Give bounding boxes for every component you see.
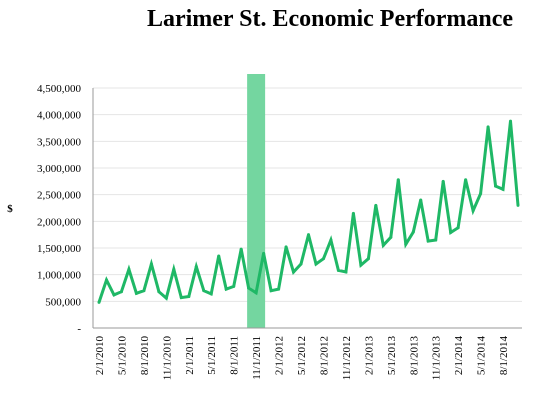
data-point — [321, 257, 325, 261]
x-tick-label: 2/1/2011 — [184, 336, 196, 375]
data-point — [389, 235, 393, 239]
y-tick-label: 4,500,000 — [37, 83, 82, 95]
data-point — [359, 263, 363, 267]
data-point — [269, 289, 273, 293]
data-point — [284, 245, 288, 249]
x-tick-label: 5/1/2010 — [116, 336, 128, 376]
data-point — [501, 187, 505, 191]
data-point — [224, 287, 228, 291]
y-tick-label: 3,000,000 — [37, 163, 82, 175]
y-tick-label: 1,500,000 — [37, 243, 82, 255]
x-tick-label: 8/1/2012 — [318, 336, 330, 375]
series-line — [97, 120, 520, 303]
data-point — [239, 247, 243, 251]
data-point — [449, 231, 453, 235]
data-point — [464, 178, 468, 182]
chart-title: Larimer St. Economic Performance — [147, 6, 513, 32]
x-tick-label: 11/1/2011 — [251, 336, 263, 380]
data-point — [97, 300, 101, 304]
x-tick-label: 11/1/2012 — [341, 336, 353, 380]
x-tick-label: 5/1/2011 — [206, 336, 218, 375]
data-point — [194, 265, 198, 269]
data-point — [112, 293, 116, 297]
data-point — [419, 198, 423, 202]
x-tick-label: 5/1/2014 — [476, 336, 488, 376]
x-tick-labels: 2/1/2010 5/1/2010 8/1/2010 11/1/2010 2/1/201… — [94, 336, 510, 381]
y-tick-label: 500,000 — [45, 296, 81, 308]
x-tick-label: 5/1/2012 — [296, 336, 308, 375]
data-point — [411, 230, 415, 234]
data-point — [134, 291, 138, 295]
x-tick-label: 2/1/2012 — [274, 336, 286, 375]
x-tick-label: 2/1/2013 — [363, 336, 375, 376]
y-tick-label: 3,500,000 — [37, 136, 82, 148]
data-point — [104, 278, 108, 282]
x-tick-label: 11/1/2013 — [431, 336, 443, 381]
data-point — [366, 257, 370, 261]
data-point — [119, 290, 123, 294]
data-point — [396, 178, 400, 182]
data-point — [434, 238, 438, 242]
x-tick-label: 8/1/2014 — [498, 336, 510, 376]
y-tick-label: - — [77, 323, 81, 335]
y-tick-label: 1,000,000 — [37, 270, 82, 282]
x-tick-label: 8/1/2013 — [408, 336, 420, 376]
data-point — [486, 125, 490, 129]
data-point — [494, 184, 498, 188]
data-point — [142, 289, 146, 293]
x-tick-label: 2/1/2014 — [453, 336, 465, 376]
data-point — [254, 291, 258, 295]
data-point — [179, 296, 183, 300]
x-tick-label: 8/1/2010 — [139, 336, 151, 376]
data-point — [307, 233, 310, 237]
x-tick-label: 11/1/2010 — [161, 336, 173, 381]
data-point — [247, 286, 251, 290]
y-tick-label: 2,500,000 — [37, 190, 82, 202]
data-point — [329, 238, 333, 242]
data-point — [149, 262, 153, 266]
x-tick-label: 5/1/2013 — [386, 336, 398, 376]
data-point — [217, 254, 221, 258]
data-point — [404, 242, 408, 246]
data-point — [456, 226, 460, 230]
y-tick-label: 4,000,000 — [37, 110, 82, 122]
data-point — [187, 295, 191, 299]
y-axis-label: $ — [7, 203, 13, 215]
data-point — [164, 296, 168, 300]
data-point — [202, 289, 206, 293]
data-point — [426, 239, 430, 243]
data-point — [336, 268, 340, 272]
data-point — [157, 290, 161, 294]
data-point — [381, 243, 385, 247]
data-point — [299, 262, 303, 266]
data-point — [441, 179, 445, 183]
data-point — [509, 119, 513, 123]
data-point — [314, 262, 318, 266]
x-tick-label: 8/1/2011 — [229, 336, 241, 375]
data-point — [209, 292, 213, 296]
y-tick-labels: - 500,000 1,000,000 1,500,000 2,000,000 2,500… — [37, 83, 82, 335]
data-point — [351, 211, 355, 215]
data-point — [172, 267, 176, 271]
data-point — [479, 192, 483, 196]
data-point — [374, 203, 378, 207]
data-point — [277, 287, 281, 291]
data-points — [97, 119, 520, 304]
x-tick-label: 2/1/2010 — [94, 336, 106, 376]
data-point — [232, 284, 236, 288]
y-tick-label: 2,000,000 — [37, 216, 82, 228]
data-point — [471, 209, 475, 213]
data-point — [516, 203, 520, 207]
data-point — [292, 270, 296, 274]
data-point — [262, 251, 266, 255]
data-point — [127, 267, 131, 271]
data-point — [344, 270, 348, 274]
gridlines — [93, 87, 522, 302]
